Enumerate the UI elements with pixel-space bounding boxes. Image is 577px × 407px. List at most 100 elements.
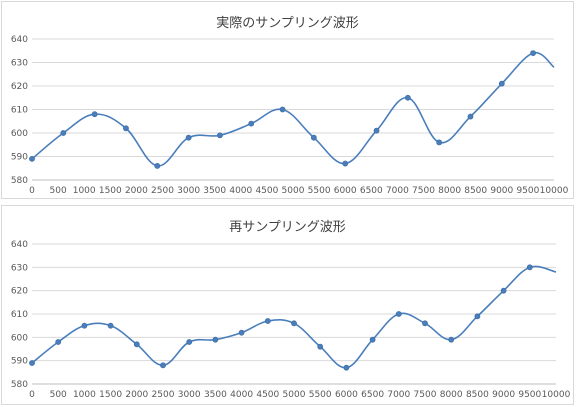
y-tick-label: 610: [11, 106, 28, 116]
data-point: [474, 313, 481, 320]
data-point: [107, 322, 114, 329]
data-point: [342, 160, 349, 167]
chart-title: 再サンプリング波形: [229, 220, 346, 235]
data-point: [404, 94, 411, 101]
data-point: [373, 127, 380, 134]
x-tick-label: 2500: [152, 390, 175, 400]
data-point: [448, 336, 455, 343]
y-tick-label: 590: [11, 357, 28, 367]
x-tick-label: 0: [29, 390, 35, 400]
y-tick-label: 580: [11, 380, 28, 390]
data-point: [526, 264, 533, 271]
x-tick-label: 8500: [466, 390, 489, 400]
y-tick-label: 630: [11, 59, 28, 69]
x-tick-label: 9500: [516, 186, 539, 196]
data-point: [498, 80, 505, 87]
data-point: [60, 130, 67, 136]
y-tick-label: 620: [11, 287, 28, 297]
data-point: [317, 343, 324, 350]
x-tick-label: 3500: [203, 186, 226, 196]
data-point: [123, 125, 129, 132]
x-tick-label: 4000: [230, 390, 253, 400]
chart-plot-actual: 580 590 600 610 620 630 640 0 500 1000 1500 2000 250…: [11, 35, 569, 196]
data-point: [55, 339, 62, 345]
x-tick-label: 6500: [361, 390, 384, 400]
data-point: [310, 134, 317, 141]
data-point: [248, 120, 255, 127]
data-point: [238, 329, 245, 336]
data-point: [500, 287, 507, 294]
data-point: [212, 336, 219, 343]
series-line: [31, 51, 555, 167]
x-tick-label: 7500: [414, 390, 437, 400]
x-tick-label: 2500: [151, 186, 174, 196]
data-point: [279, 106, 286, 113]
x-tick-label: 5500: [309, 390, 332, 400]
y-tick-label: 640: [11, 35, 28, 45]
data-point: [369, 336, 376, 343]
x-tick-label: 6000: [335, 390, 358, 400]
x-tick-label: 7000: [387, 390, 410, 400]
x-tick-label: 2000: [125, 390, 148, 400]
x-tick-label: 10000: [540, 186, 569, 196]
x-tick-label: 2000: [125, 186, 148, 196]
data-point: [291, 320, 297, 327]
y-tick-label: 620: [11, 82, 28, 92]
x-tick-label: 4500: [255, 186, 278, 196]
y-tick-label: 610: [11, 310, 28, 320]
x-tick-label: 4500: [256, 390, 279, 400]
x-tick-label: 10000: [542, 390, 571, 400]
data-point: [395, 311, 402, 317]
x-tick-label: 7000: [386, 186, 409, 196]
y-tick-label: 580: [11, 176, 28, 186]
data-point: [133, 341, 140, 348]
x-tick-label: 3000: [177, 186, 200, 196]
x-tick-label: 8000: [440, 390, 463, 400]
x-tick-label: 0: [29, 186, 35, 196]
x-tick-label: 1000: [73, 390, 96, 400]
chart-panel-actual: 実際のサンプリング波形 580 590 600 610 620 630 640 0 500 100…: [1, 1, 574, 199]
data-point: [154, 162, 161, 169]
data-point: [185, 134, 192, 141]
data-point: [422, 320, 428, 327]
data-point: [436, 139, 443, 146]
x-tick-label: 7500: [412, 186, 435, 196]
x-tick-label: 5500: [308, 186, 331, 196]
y-tick-label: 590: [11, 153, 28, 163]
data-point: [217, 132, 223, 139]
chart-plot-resampled: 580 590 600 610 620 630 640 0 500 1000 1500 2000 250…: [11, 240, 571, 400]
x-tick-label: 9500: [518, 390, 541, 400]
x-tick-label: 5000: [282, 186, 305, 196]
x-tick-label: 1000: [73, 186, 96, 196]
chart-title: 実際のサンプリング波形: [216, 16, 359, 31]
data-point: [29, 360, 35, 366]
data-point: [29, 155, 35, 162]
x-tick-label: 6500: [360, 186, 383, 196]
x-tick-label: 3000: [178, 390, 201, 400]
chart-panel-resampled: 再サンプリング波形 580 590 600 610 620 630 640 0 500 1000 1…: [1, 205, 574, 405]
x-tick-label: 8000: [438, 186, 461, 196]
x-tick-label: 6000: [334, 186, 357, 196]
data-point: [81, 322, 88, 329]
data-point: [264, 318, 271, 324]
data-point: [467, 113, 474, 120]
data-point: [343, 364, 350, 371]
x-tick-label: 4000: [229, 186, 252, 196]
x-tick-label: 5000: [283, 390, 306, 400]
x-tick-label: 9000: [492, 390, 515, 400]
y-tick-label: 640: [11, 240, 28, 250]
data-point: [530, 50, 537, 56]
x-tick-label: 1500: [99, 390, 122, 400]
y-tick-label: 630: [11, 263, 28, 273]
y-tick-label: 600: [11, 333, 28, 343]
x-tick-label: 1500: [99, 186, 122, 196]
data-point: [186, 339, 193, 345]
data-point: [91, 111, 98, 118]
y-tick-label: 600: [11, 129, 28, 139]
x-tick-label: 3500: [204, 390, 227, 400]
x-tick-label: 500: [50, 186, 67, 196]
x-tick-label: 8500: [464, 186, 487, 196]
data-point: [160, 362, 166, 369]
x-tick-label: 500: [50, 390, 67, 400]
x-tick-label: 9000: [490, 186, 513, 196]
